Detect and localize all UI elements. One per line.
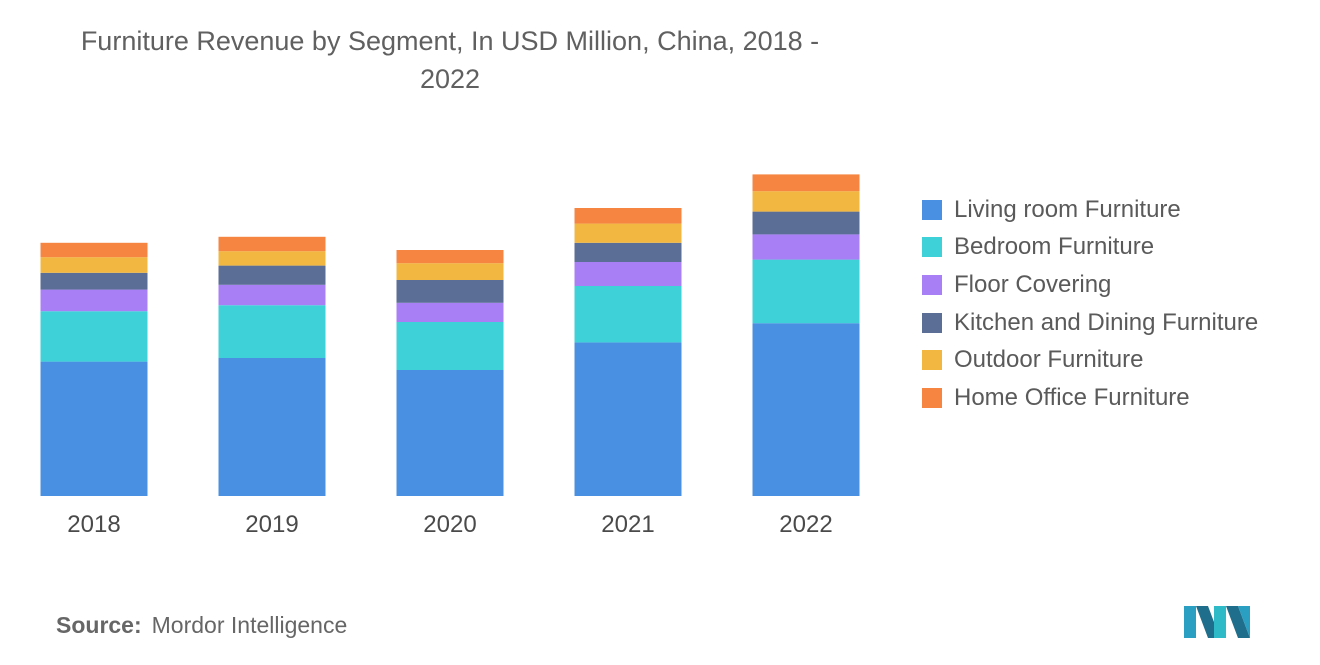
legend-item: Kitchen and Dining Furniture [922,304,1258,342]
legend-swatch [922,312,942,333]
bar-segment-2019-series-4 [218,251,326,266]
bar-segment-2018-series-0 [40,361,148,496]
x-tick-label: 2019 [245,511,298,538]
chart-title-line-2: 2022 [419,64,481,94]
bar-segment-2020-series-5 [396,250,504,264]
bar-segment-2022-series-0 [752,323,860,496]
bar-segment-2022-series-1 [752,259,860,324]
bar-segment-2022-series-3 [752,211,860,235]
bar-segment-2019-series-1 [218,305,326,358]
legend-item: Home Office Furniture [922,379,1258,417]
legend-label: Floor Covering [954,270,1112,298]
bar-segment-2018-series-2 [40,289,148,312]
source-label: Source: [56,612,142,638]
chart-legend: Living room Furniture Bedroom Furniture Fl… [922,191,1258,417]
source-value: Mordor Intelligence [151,612,348,638]
bar-segment-2018-series-4 [40,257,148,273]
legend-label: Kitchen and Dining Furniture [954,308,1259,336]
bar-segment-2019-series-0 [218,358,326,496]
legend-item: Living room Furniture [922,191,1258,229]
legend-swatch [922,237,942,258]
bar-segment-2018-series-5 [40,242,148,258]
chart-title: Furniture Revenue by Segment, In USD Mil… [0,22,900,98]
bar-segment-2022-series-2 [752,234,860,260]
bar-segment-2022-series-4 [752,191,860,212]
source-note: Source: Mordor Intelligence [56,612,347,639]
legend-swatch [922,199,942,220]
x-tick-label: 2021 [601,511,654,538]
mordor-intelligence-logo-icon [1184,606,1250,638]
legend-swatch [922,350,942,371]
legend-label: Home Office Furniture [954,383,1190,411]
bar-segment-2019-series-5 [218,236,326,252]
x-tick-label: 2018 [67,511,120,538]
x-tick-label: 2022 [779,511,832,538]
bar-segment-2021-series-1 [574,286,682,343]
legend-swatch [922,274,942,295]
bar-segment-2021-series-5 [574,208,682,224]
legend-label: Living room Furniture [954,195,1181,223]
bar-segment-2018-series-1 [40,311,148,362]
legend-item: Bedroom Furniture [922,229,1258,267]
x-tick-label: 2020 [423,511,476,538]
bar-segment-2020-series-2 [396,302,504,322]
bar-segment-2021-series-0 [574,342,682,496]
legend-label: Bedroom Furniture [954,233,1155,261]
bar-segment-2020-series-0 [396,370,504,496]
bar-segment-2020-series-4 [396,263,504,280]
legend-item: Floor Covering [922,266,1258,304]
bar-segment-2021-series-3 [574,242,682,262]
bar-segment-2021-series-4 [574,223,682,243]
bar-segment-2020-series-3 [396,280,504,303]
legend-item: Outdoor Furniture [922,341,1258,379]
bar-segment-2019-series-2 [218,284,326,306]
bar-segment-2021-series-2 [574,262,682,286]
chart-title-line-1: Furniture Revenue by Segment, In USD Mil… [80,26,820,56]
bar-segment-2018-series-3 [40,272,148,290]
bar-segment-2019-series-3 [218,265,326,285]
legend-swatch [922,387,942,408]
bar-segment-2022-series-5 [752,174,860,192]
bar-segment-2020-series-1 [396,322,504,370]
legend-label: Outdoor Furniture [954,346,1144,374]
